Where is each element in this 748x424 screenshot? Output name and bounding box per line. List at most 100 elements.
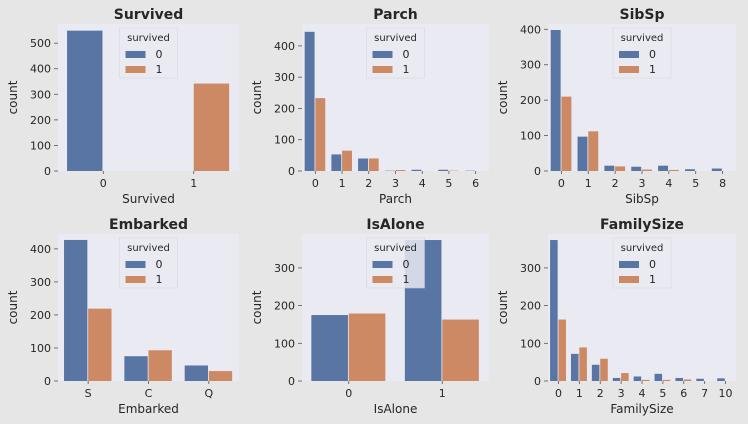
- bar-series-1-1: [588, 131, 599, 171]
- y-tick-label: 100: [274, 337, 295, 350]
- x-tick-label: 1: [576, 387, 583, 400]
- bar-series-1-4: [668, 169, 679, 171]
- y-tick-label: 500: [30, 37, 51, 50]
- x-axis-label: Parch: [379, 192, 412, 206]
- bar-series-1-3: [395, 170, 406, 171]
- legend-entry-0: 0: [649, 258, 656, 271]
- bar-series-1-2: [615, 166, 626, 171]
- chart-title: SibSp: [619, 7, 664, 23]
- bar-series-0-0: [550, 30, 561, 171]
- chart-panel-parch: 0 100 200 300 400 0 1 2 3 4 5 6 Parch Parch count survi…: [250, 7, 489, 206]
- y-tick-label: 100: [30, 139, 51, 152]
- bar-series-1-0: [558, 319, 566, 381]
- bar-series-1-1: [342, 150, 352, 171]
- x-tick-label: 4: [665, 177, 672, 190]
- chart-title: Survived: [114, 7, 184, 23]
- legend-swatch-0: [372, 51, 393, 58]
- y-axis-label: count: [250, 290, 264, 324]
- x-tick-label: 3: [639, 177, 646, 190]
- chart-title: Parch: [373, 7, 418, 23]
- x-tick-label: 0: [312, 177, 319, 190]
- bar-series-1-0: [315, 98, 326, 171]
- bar-series-0-3: [631, 166, 642, 171]
- legend-entry-1: 1: [403, 273, 410, 286]
- y-axis-label: count: [250, 80, 264, 114]
- y-tick-label: 0: [534, 165, 541, 178]
- y-tick-label: 200: [274, 102, 295, 115]
- bar-series-0-2: [591, 364, 600, 381]
- bar-series-1-0: [348, 313, 386, 381]
- bar-series-0-10: [717, 378, 725, 381]
- x-tick-label: 5: [692, 177, 699, 190]
- x-axis-label: Embarked: [118, 402, 179, 416]
- x-tick-label: 5: [445, 177, 452, 190]
- bar-series-0-4: [633, 376, 642, 381]
- bar-series-0-1: [577, 136, 588, 171]
- x-tick-label: C: [145, 387, 153, 400]
- legend-swatch-0: [125, 51, 146, 58]
- chart-title: FamilySize: [600, 217, 684, 233]
- bar-series-1-3: [642, 169, 652, 171]
- legend-entry-0: 0: [649, 48, 656, 61]
- y-tick-label: 200: [520, 94, 541, 107]
- bar-series-0-5: [654, 373, 663, 381]
- x-tick-label: 8: [719, 177, 726, 190]
- y-tick-label: 300: [274, 262, 295, 275]
- legend-entry-0: 0: [403, 48, 410, 61]
- bar-series-0-5: [684, 169, 695, 171]
- y-tick-label: 400: [30, 243, 51, 256]
- x-tick-label: 10: [719, 387, 733, 400]
- bar-series-1-Q: [208, 371, 233, 381]
- bar-series-1-C: [148, 350, 172, 381]
- legend-swatch-0: [372, 261, 393, 268]
- x-tick-label: 2: [612, 177, 619, 190]
- x-tick-label: Q: [204, 387, 213, 400]
- bar-series-0-0: [67, 30, 103, 172]
- legend-entry-0: 0: [156, 258, 163, 271]
- bar-series-0-1: [570, 353, 579, 381]
- y-tick-label: 300: [520, 262, 541, 275]
- chart-panel-embarked: 0 100 200 300 400 S C Q Embarked Embarked count sur…: [6, 217, 239, 416]
- x-axis-label: FamilySize: [610, 402, 673, 416]
- bar-series-1-4: [642, 379, 650, 381]
- legend-entry-1: 1: [156, 63, 163, 76]
- legend-swatch-1: [372, 66, 393, 73]
- y-tick-label: 100: [30, 342, 51, 355]
- y-tick-label: 300: [520, 59, 541, 72]
- x-tick-label: 1: [585, 177, 592, 190]
- x-tick-label: 2: [597, 387, 604, 400]
- y-tick-label: 0: [288, 375, 295, 388]
- y-tick-label: 300: [274, 71, 295, 84]
- chart-panel-sibsp: 0 100 200 300 400 0 1 2 3 4 5 8 SibSp SibSp count survi…: [496, 7, 736, 206]
- bar-series-1-1: [579, 347, 587, 381]
- legend-swatch-1: [125, 276, 146, 283]
- y-axis-label: count: [496, 80, 510, 114]
- bar-series-0-6: [675, 377, 683, 381]
- x-tick-label: 4: [419, 177, 426, 190]
- y-tick-label: 200: [274, 300, 295, 313]
- legend-title: survived: [127, 33, 170, 44]
- x-axis-label: SibSp: [625, 192, 659, 206]
- legend-title: survived: [127, 243, 170, 254]
- bar-series-0-4: [411, 169, 422, 171]
- y-tick-label: 0: [534, 375, 541, 388]
- legend-title: survived: [374, 243, 417, 254]
- bar-series-1-0: [561, 96, 572, 171]
- legend-title: survived: [374, 33, 417, 44]
- bar-series-0-C: [124, 356, 148, 381]
- bar-series-0-0: [311, 315, 348, 381]
- y-tick-label: 100: [274, 134, 295, 147]
- chart-title: IsAlone: [366, 217, 424, 233]
- x-tick-label: 0: [100, 177, 107, 190]
- bar-series-0-7: [696, 378, 704, 381]
- y-tick-label: 100: [520, 337, 541, 350]
- legend-swatch-1: [125, 66, 146, 73]
- x-axis-label: Survived: [122, 192, 175, 206]
- x-tick-label: 3: [392, 177, 399, 190]
- y-tick-label: 0: [288, 165, 295, 178]
- bar-series-0-5: [438, 169, 449, 171]
- chart-panel-survived: 0 100 200 300 400 500 0 1 Survived Survived count s…: [6, 7, 239, 206]
- x-tick-label: 1: [339, 177, 346, 190]
- y-tick-label: 300: [30, 276, 51, 289]
- bar-series-0-2: [604, 165, 615, 171]
